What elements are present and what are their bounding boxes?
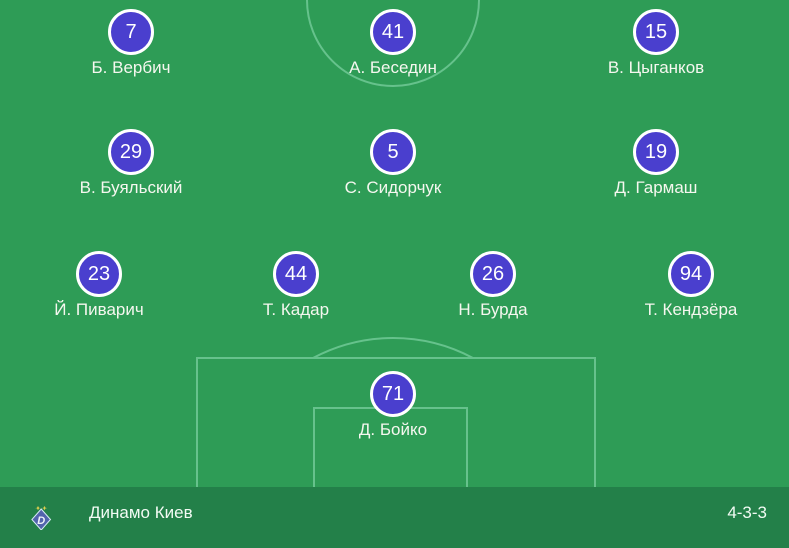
svg-text:D: D bbox=[37, 515, 45, 527]
